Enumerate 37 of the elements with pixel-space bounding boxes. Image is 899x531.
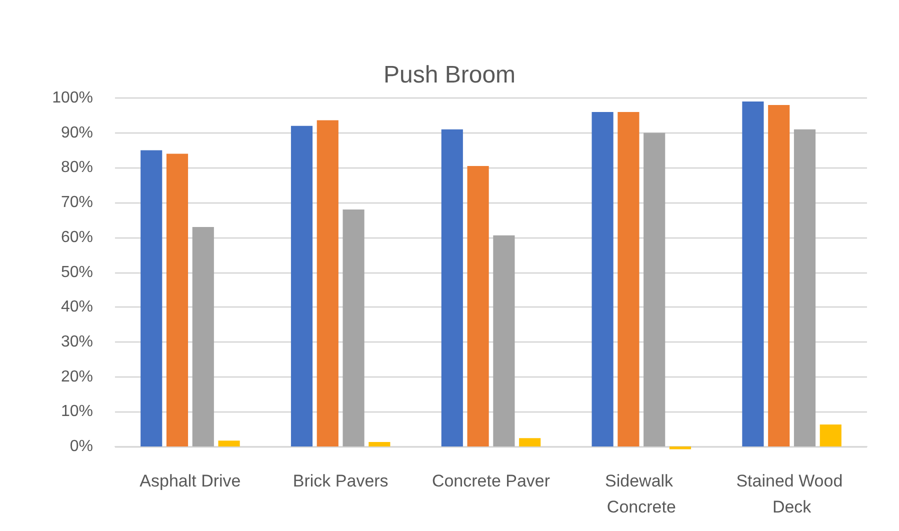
bar	[316, 120, 338, 447]
y-tick-label: 10%	[60, 403, 93, 420]
x-tick-label: Concrete Paver	[432, 472, 550, 490]
bar	[218, 440, 240, 447]
y-tick-label: 100%	[52, 90, 93, 106]
bar	[166, 154, 188, 447]
y-tick-label: 90%	[60, 124, 93, 142]
x-tick-label: Stained Wood Deck	[736, 472, 848, 516]
bar	[140, 150, 162, 447]
y-tick-label: 0%	[70, 438, 93, 456]
y-tick-label: 30%	[60, 333, 93, 350]
bar	[592, 112, 614, 447]
bar	[342, 210, 364, 447]
bar	[669, 446, 692, 450]
y-tick-label: 40%	[60, 298, 93, 316]
x-tick-label: Asphalt Drive	[140, 472, 241, 490]
bar	[794, 129, 816, 447]
bar	[493, 235, 515, 447]
y-tick-label: 60%	[60, 228, 93, 246]
bar	[820, 424, 842, 447]
bar	[644, 132, 666, 447]
y-tick-label: 80%	[60, 159, 93, 176]
bar	[192, 226, 214, 447]
bar	[768, 104, 790, 447]
bar	[742, 101, 764, 447]
y-tick-label: 70%	[60, 194, 93, 212]
bar	[618, 112, 640, 447]
y-tick-label: 20%	[60, 368, 93, 386]
bar	[441, 129, 463, 447]
chart-title: Push Broom	[383, 62, 516, 88]
x-tick-label: Sidewalk Concrete	[605, 472, 678, 516]
bar	[290, 126, 313, 447]
bar	[519, 438, 541, 447]
bar	[467, 166, 489, 447]
y-tick-label: 50%	[60, 264, 93, 281]
bar	[368, 442, 390, 447]
x-tick-label: Brick Pavers	[292, 472, 388, 490]
